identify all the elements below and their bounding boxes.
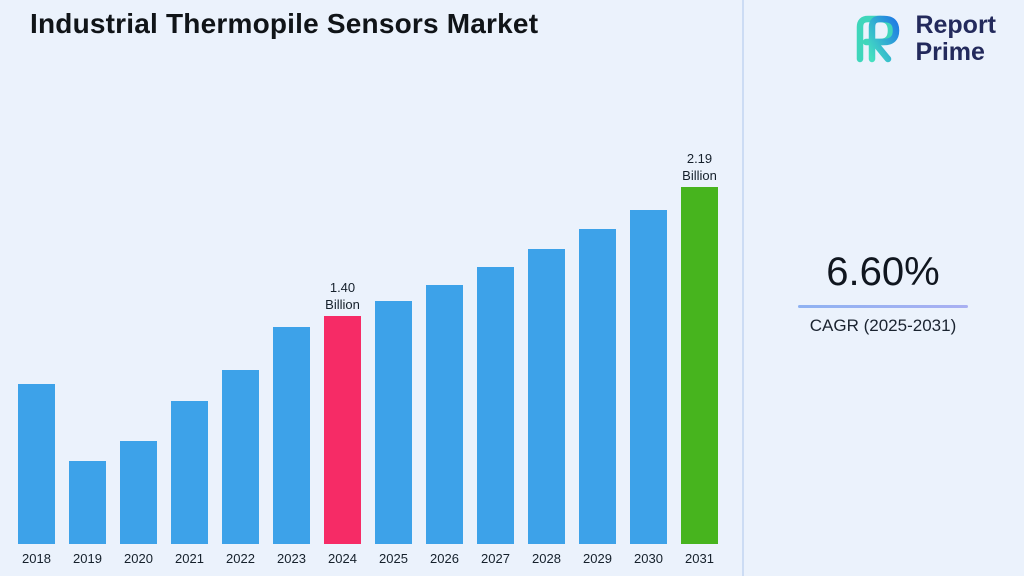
x-axis-label-2022: 2022: [226, 551, 255, 566]
bar-group-2022: 2022: [222, 367, 259, 566]
bar-group-2026: 2026: [426, 282, 463, 566]
bar-chart: 2018 2019 2020 2021 2022 2023 1.40 Billion 2024 2…: [18, 150, 718, 566]
x-axis-label-2026: 2026: [430, 551, 459, 566]
bar-2027: [477, 267, 514, 544]
x-axis-label-2031: 2031: [685, 551, 714, 566]
x-axis-label-2019: 2019: [73, 551, 102, 566]
x-axis-label-2020: 2020: [124, 551, 153, 566]
bar-2022: [222, 370, 259, 544]
x-axis-label-2023: 2023: [277, 551, 306, 566]
bar-group-2021: 2021: [171, 398, 208, 566]
bar-group-2025: 2025: [375, 298, 412, 566]
bar-2030: [630, 210, 667, 544]
x-axis-label-2027: 2027: [481, 551, 510, 566]
bar-group-2019: 2019: [69, 458, 106, 566]
x-axis-label-2030: 2030: [634, 551, 663, 566]
bar-2029: [579, 229, 616, 544]
bar-2018: [18, 384, 55, 544]
bar-group-2028: 2028: [528, 246, 565, 566]
x-axis-label-2021: 2021: [175, 551, 204, 566]
x-axis-label-2024: 2024: [328, 551, 357, 566]
x-axis-label-2025: 2025: [379, 551, 408, 566]
brand-name-line2: Prime: [915, 38, 985, 66]
report-prime-logo-icon: [857, 15, 900, 63]
bar-value-label-2024: 1.40 Billion: [325, 280, 360, 312]
cagr-value: 6.60%: [826, 250, 940, 294]
bar-value-label-2031: 2.19 Billion: [682, 151, 717, 183]
bar-2019: [69, 461, 106, 544]
x-axis-label-2018: 2018: [22, 551, 51, 566]
bar-group-2031: 2.19 Billion 2031: [681, 150, 718, 566]
bar-group-2027: 2027: [477, 264, 514, 566]
bar-2023: [273, 327, 310, 544]
bar-group-2020: 2020: [120, 438, 157, 566]
x-axis-label-2028: 2028: [532, 551, 561, 566]
bar-2024: [324, 316, 361, 544]
brand-name: Report Prime: [915, 12, 996, 66]
bar-group-2023: 2023: [273, 324, 310, 566]
cagr-panel: 6.60% CAGR (2025-2031): [770, 250, 996, 336]
x-axis-label-2029: 2029: [583, 551, 612, 566]
bar-group-2030: 2030: [630, 207, 667, 566]
bar-group-2024: 1.40 Billion 2024: [324, 279, 361, 566]
page-title: Industrial Thermopile Sensors Market: [30, 8, 539, 39]
bar-2028: [528, 249, 565, 544]
bar-group-2018: 2018: [18, 381, 55, 566]
cagr-underline: [798, 305, 968, 308]
brand-name-line1: Report: [915, 11, 996, 39]
brand-logo: Report Prime: [848, 12, 996, 66]
bar-2031: [681, 187, 718, 544]
bar-2020: [120, 441, 157, 544]
bar-2025: [375, 301, 412, 544]
cagr-label: CAGR (2025-2031): [809, 316, 957, 335]
bar-2026: [426, 285, 463, 544]
vertical-divider: [742, 0, 744, 576]
bar-group-2029: 2029: [579, 226, 616, 566]
bar-2021: [171, 401, 208, 544]
